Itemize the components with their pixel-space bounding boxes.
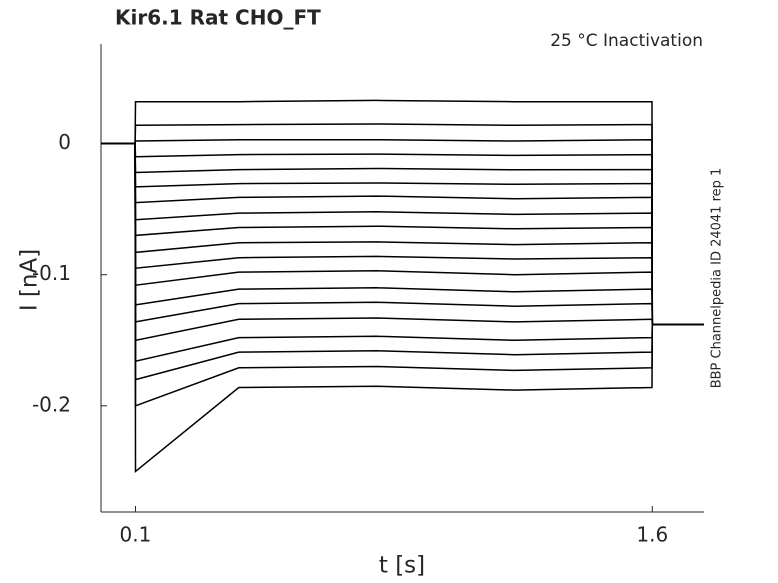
y-tick-label: -0.2 xyxy=(32,392,71,416)
trace xyxy=(101,142,704,381)
y-tick-label: 0 xyxy=(58,130,71,154)
x-tick-label: 1.6 xyxy=(636,523,668,547)
side-note: BBP Channelpedia ID 24041 rep 1 xyxy=(710,168,725,389)
trace xyxy=(101,142,704,473)
y-tick-label: -0.1 xyxy=(32,261,71,285)
y-axis-label: I [nA] xyxy=(17,249,43,311)
x-axis-label: t [s] xyxy=(379,553,425,579)
annotation: 25 °C Inactivation xyxy=(550,31,703,51)
chart-title: Kir6.1 Rat CHO_FT xyxy=(115,6,321,30)
x-tick-label: 0.1 xyxy=(120,523,152,547)
trace xyxy=(101,142,704,326)
